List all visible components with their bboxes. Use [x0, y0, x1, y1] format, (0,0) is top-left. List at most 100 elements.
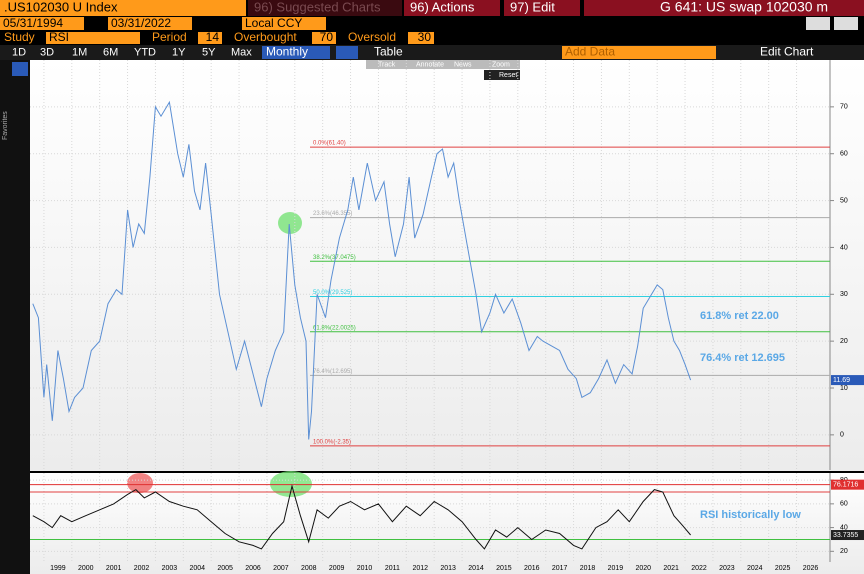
highlight-rsi-high	[127, 473, 153, 493]
oversold-label: Oversold	[348, 30, 396, 44]
edit-btn[interactable]	[504, 0, 580, 16]
y-tick-label: 60	[840, 501, 848, 508]
y-tick-label: 20	[840, 338, 848, 345]
x-tick-label: 2018	[580, 565, 596, 572]
y-tick-label: 10	[840, 385, 848, 392]
reference-label: 76.1716	[833, 482, 858, 489]
highlight-rsi-peak	[270, 471, 312, 497]
table-btn[interactable]: Table	[374, 45, 403, 59]
range-btn[interactable]: 1D	[12, 46, 26, 58]
chart-type-btn[interactable]	[336, 46, 358, 59]
ticker-box[interactable]	[0, 0, 246, 16]
suggested-btn[interactable]	[248, 0, 402, 16]
y-tick-label: 20	[840, 548, 848, 555]
overbought-label: Overbought	[234, 30, 297, 44]
y-tick-label: 40	[840, 524, 848, 531]
frequency[interactable]: Monthly	[266, 45, 308, 59]
suggested[interactable]: 96) Suggested Charts	[254, 0, 381, 14]
tool-cursor[interactable]	[12, 62, 28, 76]
range-btn[interactable]: 5Y	[202, 46, 216, 58]
x-tick-label: 2007	[273, 565, 289, 572]
annotation: 76.4% ret 12.695	[700, 352, 785, 364]
start-date-box[interactable]	[0, 17, 84, 30]
x-tick-label: 2008	[301, 565, 317, 572]
x-tick-label: 2022	[691, 565, 707, 572]
range-btn[interactable]: Max	[231, 46, 252, 58]
start-date[interactable]: 05/31/1994	[3, 16, 63, 30]
period-box[interactable]	[198, 32, 222, 44]
x-tick-label: 2009	[329, 565, 345, 572]
fib-label: 100.0%(-2.35)	[313, 439, 351, 445]
range-btn[interactable]: 3D	[40, 46, 54, 58]
y-tick-label: 70	[840, 104, 848, 111]
tool-btn[interactable]: Zoom	[492, 61, 510, 68]
frequency-box[interactable]	[262, 46, 330, 59]
annotation: RSI historically low	[700, 509, 801, 521]
tool-overlay-items: Track Annotate News Zoom	[378, 61, 510, 68]
x-tick-label: 2011	[385, 565, 400, 572]
tool-overlay	[366, 60, 520, 69]
range-bar	[0, 45, 864, 60]
fib-label: 23.6%(46.355)	[313, 211, 352, 217]
end-date[interactable]: 03/31/2022	[111, 16, 171, 30]
currency-box[interactable]	[242, 17, 326, 30]
study-box[interactable]	[46, 32, 140, 44]
y-tick-label: 60	[840, 151, 848, 158]
rsi-panel	[30, 473, 864, 574]
period-label: Period	[152, 30, 187, 44]
y-tick-label: 0	[840, 432, 844, 439]
edit[interactable]: 97) Edit	[510, 0, 555, 14]
actions[interactable]: 96) Actions	[410, 0, 475, 14]
edit-chart[interactable]: Edit Chart	[760, 45, 814, 59]
fib-label: 76.4%(12.695)	[313, 369, 352, 375]
range-btn[interactable]: 1Y	[172, 46, 186, 58]
add-data-box[interactable]	[562, 46, 716, 59]
x-tick-label: 2013	[440, 565, 456, 572]
range-btn[interactable]: 1M	[72, 46, 87, 58]
actions-btn[interactable]	[404, 0, 500, 16]
range-btn[interactable]: YTD	[134, 46, 156, 58]
overbought-box[interactable]	[312, 32, 336, 44]
data-line	[32, 484, 691, 550]
x-tick-label: 2006	[245, 565, 261, 572]
add-data[interactable]: Add Data	[565, 45, 615, 59]
favorites: Favorites	[2, 111, 9, 140]
window-title: G 641: US swap 102030 m	[660, 0, 828, 15]
ticker[interactable]: .US102030 U Index	[4, 0, 118, 14]
fib-label: 0.0%(61.40)	[313, 141, 346, 147]
last-value: 33.7355	[833, 532, 858, 539]
redo[interactable]	[834, 17, 858, 30]
tool-btn[interactable]: Track	[378, 61, 396, 68]
overbought[interactable]: 70	[320, 30, 334, 44]
x-tick-label: 2003	[162, 565, 178, 572]
y-tick-label: 30	[840, 291, 848, 298]
x-tick-label: 2020	[635, 565, 651, 572]
x-tick-label: 2005	[217, 565, 233, 572]
tool-btn[interactable]: Annotate	[416, 61, 444, 68]
tool-btn[interactable]: News	[454, 61, 472, 68]
x-tick-label: 2000	[78, 565, 94, 572]
y-tick-label: 40	[840, 244, 848, 251]
currency[interactable]: Local CCY	[245, 16, 302, 30]
tool-strip	[0, 60, 30, 574]
end-date-box[interactable]	[108, 17, 192, 30]
x-tick-label: 2026	[803, 565, 819, 572]
reset[interactable]: Reset	[499, 72, 517, 79]
x-tick-label: 2012	[412, 565, 428, 572]
oversold-box[interactable]	[408, 32, 434, 44]
reference-box	[831, 479, 864, 490]
main-panel	[30, 60, 864, 471]
annotation: 61.8% ret 22.00	[700, 310, 779, 322]
study-label: Study	[4, 30, 35, 44]
highlight-peak	[278, 212, 302, 234]
oversold[interactable]: 30	[418, 30, 432, 44]
range-btn[interactable]: 6M	[103, 46, 118, 58]
study[interactable]: RSI	[49, 30, 69, 44]
undo[interactable]	[806, 17, 830, 30]
period[interactable]: 14	[206, 30, 220, 44]
x-tick-label: 2024	[747, 565, 763, 572]
reset-btn[interactable]	[484, 70, 520, 80]
x-tick-label: 2021	[663, 565, 679, 572]
